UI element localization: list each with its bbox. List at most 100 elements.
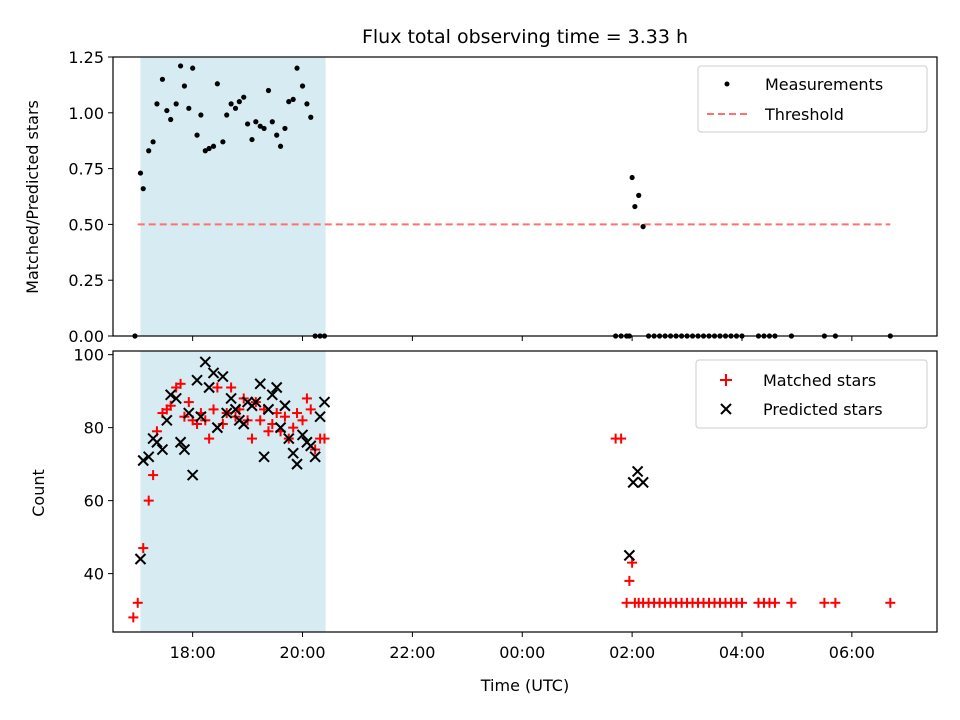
matched-star-point — [246, 433, 257, 444]
predicted-star-point — [203, 381, 215, 394]
bottom-y-axis-label: Count — [29, 469, 48, 517]
predicted-star-point — [266, 389, 279, 401]
measurement-point — [220, 139, 226, 145]
measurement-point — [244, 121, 251, 127]
x-tick-label: 00:00 — [499, 643, 545, 662]
measurement-point — [290, 96, 296, 103]
matched-star-point — [786, 597, 797, 608]
predicted-star-point — [309, 451, 321, 463]
predicted-star-point — [207, 367, 220, 379]
measurement-point — [241, 94, 247, 100]
y-tick-label: 100 — [73, 346, 104, 365]
predicted-star-point — [183, 407, 195, 419]
legend-measurements-label: Measurements — [765, 75, 883, 94]
measurement-point — [265, 87, 272, 94]
predicted-star-point — [637, 476, 649, 489]
bottom-legend: Matched stars Predicted stars — [695, 359, 928, 429]
matched-star-point — [830, 597, 841, 608]
measurement-point — [146, 148, 152, 154]
measurement-point — [177, 63, 184, 69]
measurement-point — [299, 83, 306, 89]
x-tick-label: 02:00 — [609, 643, 655, 662]
measurement-point — [190, 65, 196, 71]
measurement-point — [236, 99, 242, 105]
top-legend-box — [697, 65, 928, 133]
matched-star-point — [175, 378, 186, 389]
predicted-star-point — [291, 458, 303, 470]
measurement-point — [186, 105, 192, 111]
predicted-star-point — [178, 443, 191, 456]
matched-star-point — [305, 404, 316, 415]
measurement-point — [159, 76, 166, 82]
measurement-point — [198, 112, 204, 118]
predicted-star-point — [221, 407, 233, 419]
measurement-point — [261, 125, 267, 132]
matched-star-point — [736, 597, 747, 608]
matched-star-point — [319, 433, 330, 444]
predicted-star-point — [211, 421, 224, 434]
measurement-point — [282, 125, 288, 132]
measurement-point — [173, 101, 179, 107]
top-x-ticks — [192, 336, 853, 341]
predicted-star-point — [142, 451, 155, 463]
legend-threshold-label: Threshold — [764, 105, 844, 124]
measurement-point — [286, 99, 292, 105]
predicted-star-point — [274, 421, 287, 434]
matched-star-point — [301, 393, 312, 404]
measurement-point — [253, 119, 259, 125]
predicted-star-point — [287, 447, 299, 459]
measurement-point — [636, 192, 642, 198]
measurement-point — [277, 143, 284, 149]
y-tick-label: 80 — [84, 419, 104, 438]
x-tick-label: 20:00 — [279, 643, 325, 662]
predicted-star-point — [161, 414, 173, 427]
predicted-star-point — [174, 436, 187, 448]
predicted-star-point — [254, 378, 266, 390]
predicted-star-points — [134, 356, 649, 565]
top-y-ticks: 0.00 0.25 0.50 0.75 1.00 1.25 — [68, 48, 113, 346]
measurement-point — [232, 105, 239, 111]
measurement-point — [150, 139, 156, 145]
measurement-point — [202, 148, 208, 154]
measurement-point — [304, 101, 310, 107]
matched-star-point — [769, 597, 780, 608]
predicted-star-point — [137, 454, 149, 467]
y-tick-label: 1.00 — [68, 104, 104, 123]
bottom-legend-box — [695, 359, 928, 429]
predicted-star-point — [627, 476, 639, 489]
top-shaded-span — [140, 57, 326, 336]
predicted-star-point — [186, 469, 199, 481]
measurement-point — [269, 119, 275, 125]
y-tick-label: 60 — [84, 492, 104, 511]
measurement-point — [228, 101, 234, 107]
matched-star-point — [128, 612, 139, 623]
measurement-point — [274, 132, 280, 138]
matched-star-point — [292, 408, 303, 419]
matched-star-point — [132, 597, 143, 608]
bottom-axes-frame — [112, 350, 938, 633]
matched-star-point — [217, 418, 228, 429]
predicted-star-point — [238, 418, 250, 430]
matched-star-point — [297, 415, 308, 426]
legend-measurement-marker — [724, 81, 730, 87]
predicted-star-point — [631, 465, 644, 478]
y-tick-label: 1.25 — [68, 48, 104, 67]
matched-star-point — [148, 470, 159, 481]
predicted-star-point — [305, 440, 317, 452]
matched-star-point — [143, 495, 154, 506]
matched-star-point — [279, 411, 290, 422]
measurement-point — [168, 116, 174, 123]
matched-star-point — [616, 433, 627, 444]
matched-star-point — [263, 426, 274, 437]
legend-predicted-marker — [720, 403, 732, 415]
x-tick-label: 18:00 — [170, 643, 216, 662]
x-tick-label: 22:00 — [389, 643, 435, 662]
predicted-star-point — [199, 356, 211, 368]
measurement-point — [294, 65, 300, 71]
matched-star-point — [288, 422, 299, 433]
predicted-star-point — [270, 381, 283, 394]
predicted-star-point — [134, 553, 147, 565]
top-legend: Measurements Threshold — [697, 65, 928, 133]
matched-star-point — [885, 597, 896, 608]
